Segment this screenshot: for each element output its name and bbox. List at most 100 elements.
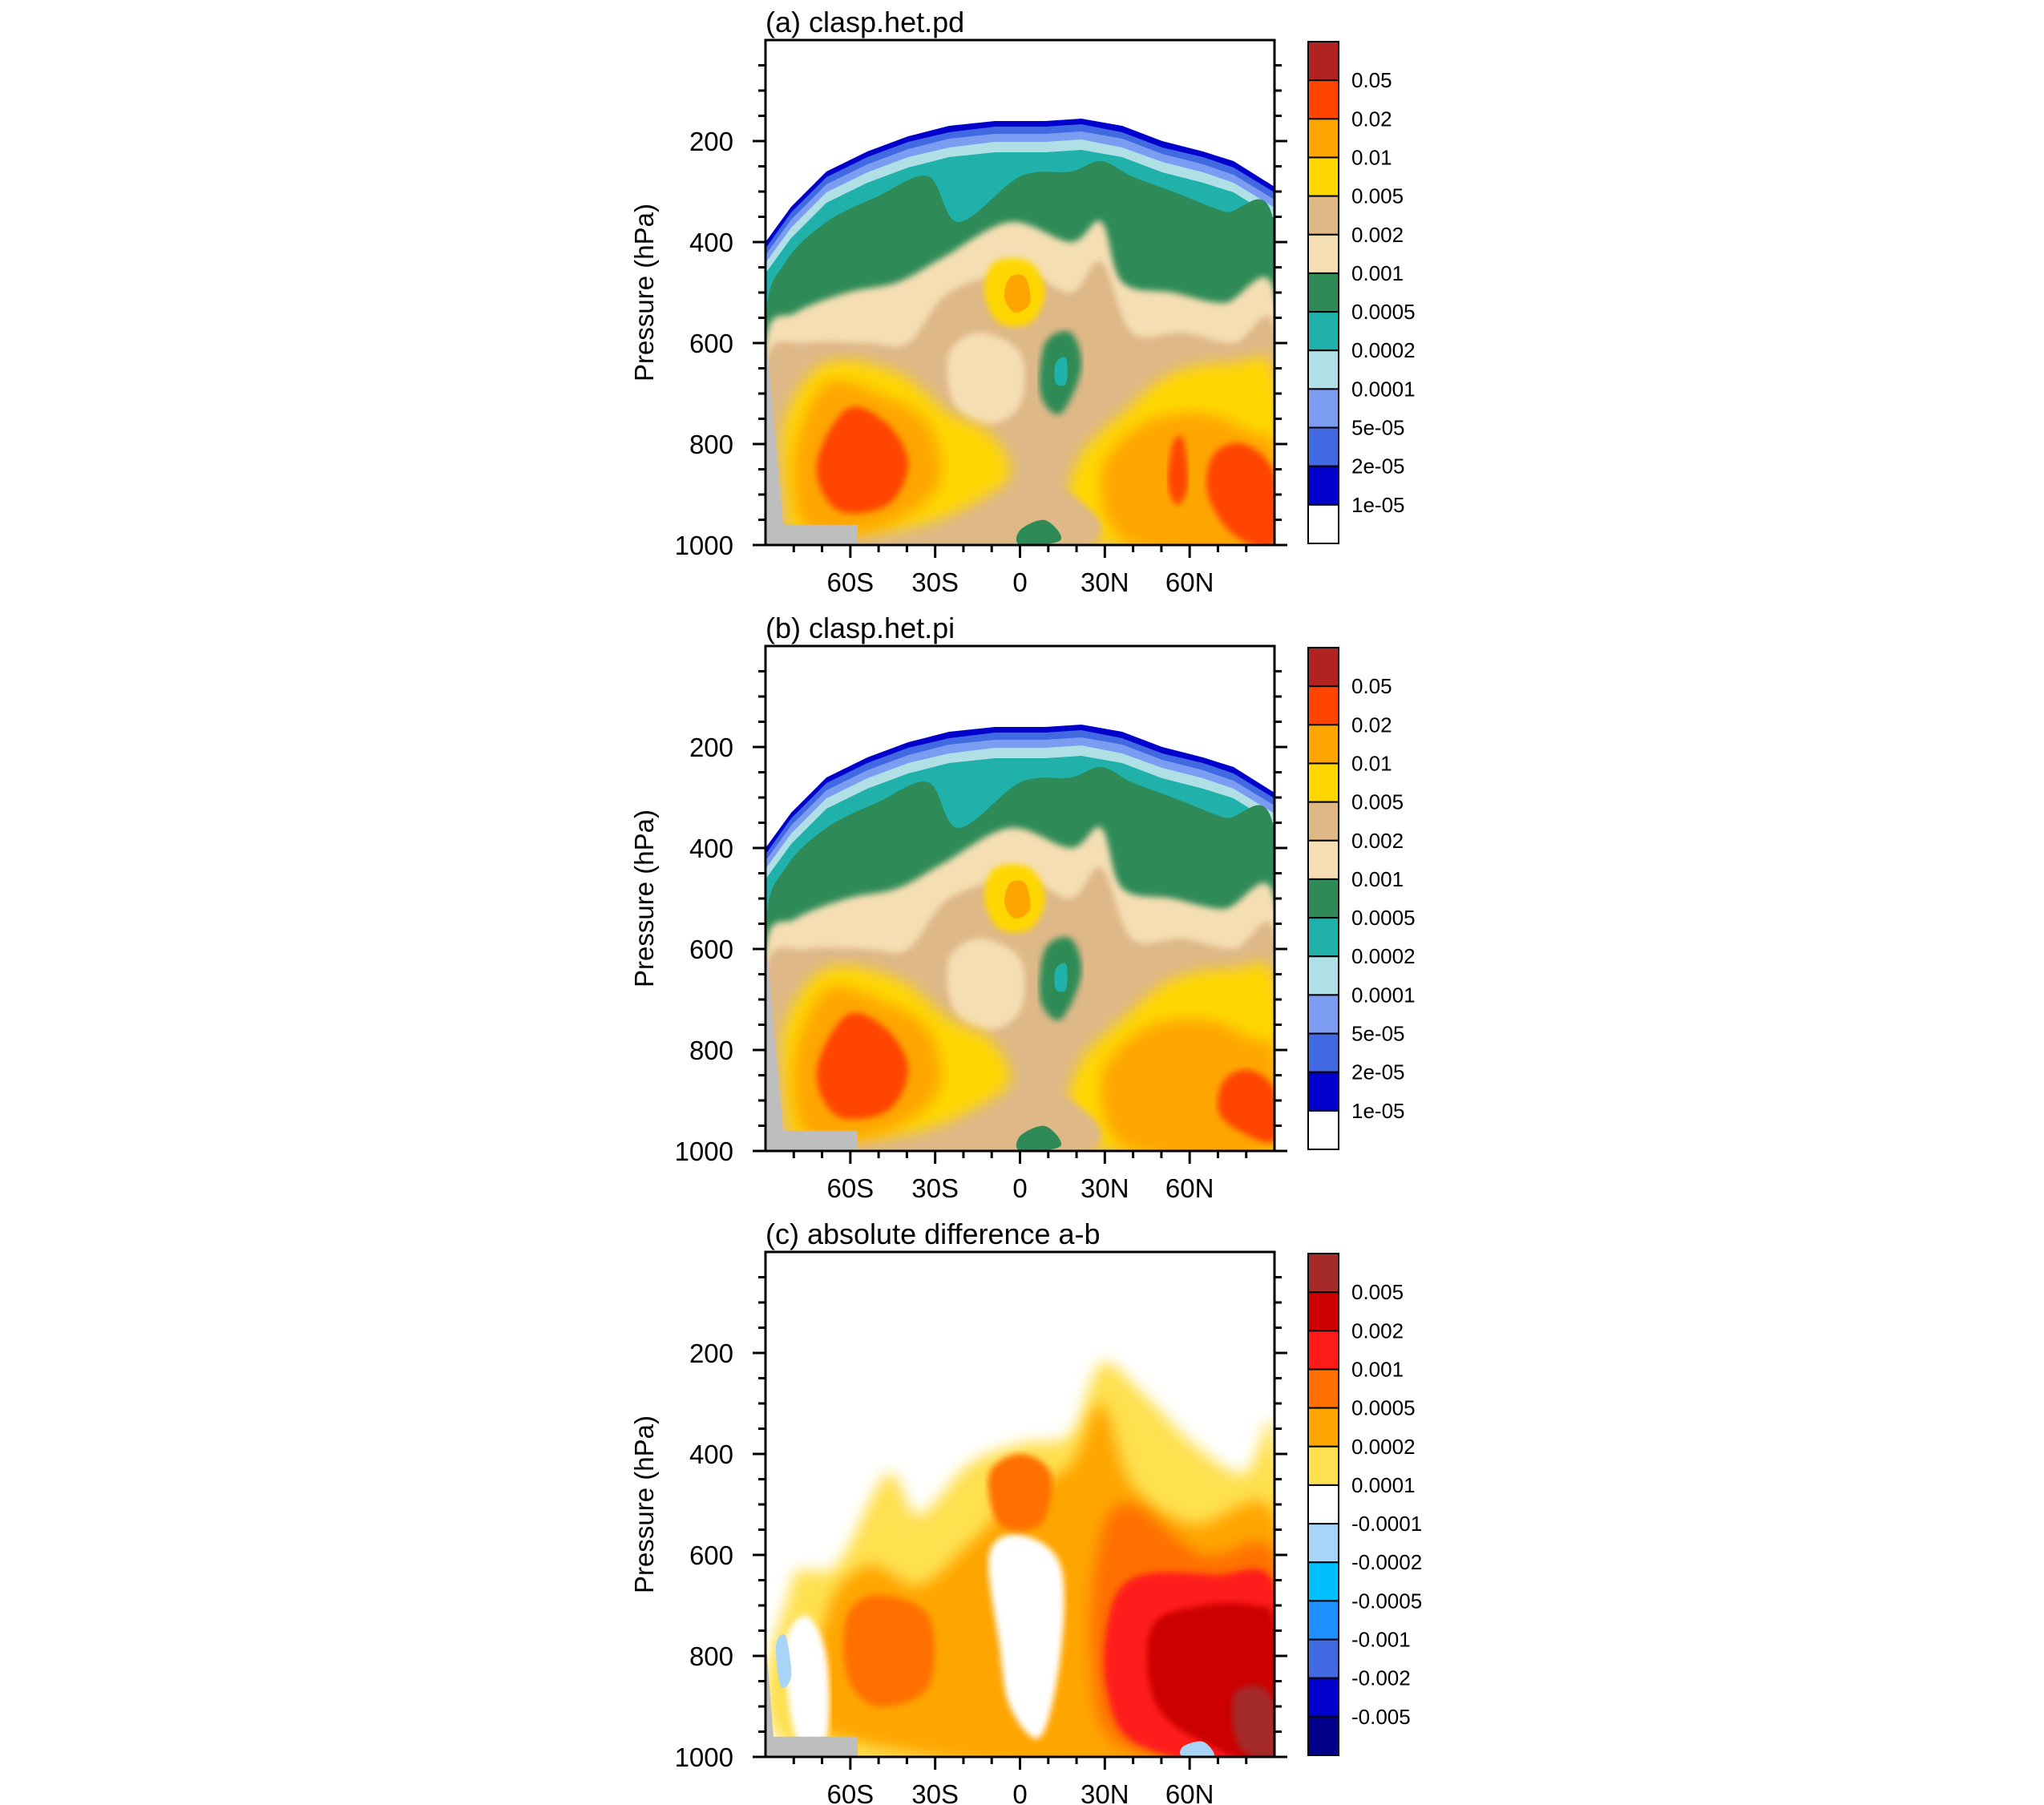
- colorbar-box: [1307, 724, 1339, 765]
- colorbar-box: [1307, 647, 1339, 688]
- colorbar-label: 0.0001: [1351, 377, 1416, 401]
- colorbar-box: [1307, 426, 1339, 467]
- colorbar-label: -0.0001: [1351, 1512, 1422, 1536]
- colorbar-box: [1307, 156, 1339, 197]
- colorbar-label: 5e-05: [1351, 416, 1405, 440]
- colorbar-label: 0.005: [1351, 790, 1404, 814]
- colorbar-box: [1307, 801, 1339, 842]
- colorbar-box: [1307, 79, 1339, 120]
- colorbar-box: [1307, 878, 1339, 919]
- x-tick-label: 30N: [1081, 567, 1129, 597]
- x-tick-label: 0: [1012, 1173, 1027, 1203]
- colorbar-box: [1307, 1600, 1339, 1641]
- colorbar-label: 0.0005: [1351, 1396, 1416, 1420]
- x-tick-label: 0: [1012, 567, 1027, 597]
- topography-mask: [765, 1635, 858, 1757]
- contour-band: [1054, 963, 1068, 992]
- y-tick-label: 400: [689, 834, 733, 863]
- contour-band: [843, 1595, 935, 1707]
- plot-area: [765, 1252, 1274, 1757]
- panel-b: (b) clasp.het.pi 200 400 600 800 1000 60S 30S 0 3…: [629, 612, 1416, 1203]
- colorbar-box: [1307, 118, 1339, 159]
- colorbar-label: -0.0005: [1351, 1589, 1422, 1613]
- panel-a: (a) clasp.het.pd 200 400 600 800 1000 60S 30S 0 3…: [629, 6, 1416, 597]
- colorbar-label: 1e-05: [1351, 1099, 1405, 1123]
- colorbar-box: [1307, 311, 1339, 352]
- contour-band: [816, 1012, 908, 1120]
- contour-band: [775, 1633, 792, 1689]
- contour-band: [980, 483, 1102, 545]
- colorbar-box: [1307, 1407, 1339, 1448]
- colorbar-box: [1307, 1291, 1339, 1332]
- colorbar-label: 0.002: [1351, 223, 1404, 247]
- contour-band: [980, 1089, 1102, 1151]
- y-tick-label: 600: [689, 935, 733, 964]
- y-tick-label: 1000: [675, 531, 733, 560]
- colorbar-box: [1307, 1523, 1339, 1564]
- x-tick-label: 30S: [911, 567, 959, 597]
- colorbar-label: 0.01: [1351, 145, 1392, 169]
- y-tick-label: 200: [689, 1339, 733, 1368]
- contour-band: [1167, 435, 1189, 505]
- colorbar-box: [1307, 839, 1339, 880]
- colorbar-box: [1307, 1484, 1339, 1525]
- y-tick-label: 800: [689, 1641, 733, 1671]
- panel-title: (b) clasp.het.pi: [765, 612, 955, 644]
- contour-band: [1180, 1741, 1214, 1757]
- plot-area: [765, 40, 1274, 545]
- colorbar-box: [1307, 41, 1339, 82]
- colorbar-box: [1307, 1368, 1339, 1409]
- colorbar-box: [1307, 1253, 1339, 1294]
- x-tick-label: 30S: [911, 1173, 959, 1203]
- colorbar-box: [1307, 917, 1339, 958]
- colorbar-box: [1307, 1071, 1339, 1112]
- plot-area: [765, 646, 1274, 1151]
- x-tick-label: 30N: [1081, 1779, 1129, 1805]
- colorbar-box: [1307, 1330, 1339, 1371]
- panel-title: (a) clasp.het.pd: [765, 6, 964, 38]
- colorbar-label: 2e-05: [1351, 454, 1405, 479]
- colorbar-label: 2e-05: [1351, 1060, 1405, 1084]
- colorbar-box: [1307, 1677, 1339, 1718]
- colorbar-label: -0.005: [1351, 1705, 1411, 1729]
- x-tick-label: 30S: [911, 1779, 959, 1805]
- y-axis-title: Pressure (hPa): [629, 1415, 659, 1593]
- y-tick-label: 1000: [675, 1742, 733, 1772]
- contour-band: [988, 1454, 1052, 1531]
- contour-band: [988, 1534, 1064, 1739]
- colorbar-label: 0.001: [1351, 1357, 1404, 1381]
- colorbar-label: 0.0002: [1351, 338, 1416, 362]
- colorbar-label: 0.0005: [1351, 906, 1416, 930]
- colorbar-label: 0.002: [1351, 1318, 1404, 1343]
- colorbar-label: 0.05: [1351, 68, 1392, 92]
- colorbar-label: 0.0001: [1351, 983, 1416, 1007]
- colorbar-box: [1307, 1561, 1339, 1602]
- colorbar-box: [1307, 955, 1339, 996]
- x-tick-label: 60S: [826, 567, 874, 597]
- y-tick-label: 1000: [675, 1137, 733, 1166]
- colorbar-box: [1307, 503, 1339, 544]
- colorbar-box: [1307, 195, 1339, 236]
- colorbar-label: -0.002: [1351, 1666, 1411, 1690]
- colorbar-label: 0.0001: [1351, 1473, 1416, 1497]
- colorbar-box: [1307, 1032, 1339, 1073]
- y-tick-label: 800: [689, 1036, 733, 1065]
- colorbar-label: 0.05: [1351, 674, 1392, 698]
- colorbar-label: -0.0002: [1351, 1550, 1422, 1574]
- panels: (a) clasp.het.pd 200 400 600 800 1000 60S 30S 0 3…: [629, 6, 1422, 1805]
- colorbar-box: [1307, 388, 1339, 429]
- colorbar-label: 0.002: [1351, 829, 1404, 853]
- colorbar-box: [1307, 762, 1339, 803]
- colorbar-label: 0.0002: [1351, 1435, 1416, 1459]
- colorbar-label: 0.005: [1351, 1280, 1404, 1304]
- y-tick-label: 600: [689, 329, 733, 358]
- x-tick-label: 0: [1012, 1779, 1027, 1805]
- colorbar-box: [1307, 1445, 1339, 1486]
- y-axis-title: Pressure (hPa): [629, 810, 659, 987]
- colorbar-box: [1307, 685, 1339, 726]
- x-tick-label: 60N: [1165, 1779, 1214, 1805]
- colorbar-label: 0.01: [1351, 751, 1392, 775]
- y-tick-label: 600: [689, 1541, 733, 1570]
- contour-band: [1232, 1686, 1274, 1757]
